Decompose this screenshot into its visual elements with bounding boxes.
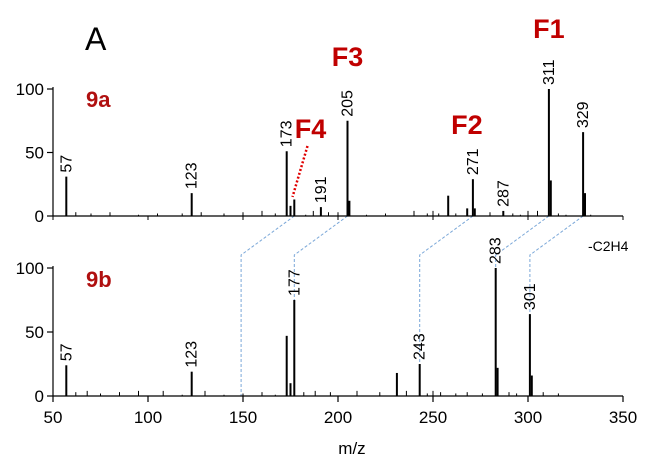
y-tick-label: 0 [35, 207, 44, 226]
y-tick-label: 100 [16, 80, 44, 99]
y-tick-label: 50 [25, 323, 44, 342]
x-axis-label: m/z [338, 439, 365, 458]
fragment-pointer [291, 145, 309, 198]
fragment-label-F3: F3 [332, 42, 364, 72]
peak-label-329: 329 [575, 101, 592, 128]
shift-link-205 [293, 215, 348, 396]
peak-label-191: 191 [313, 176, 330, 203]
panel-label: 9a [86, 87, 111, 112]
shift-link-311 [495, 215, 550, 396]
x-tick-label: 100 [134, 408, 162, 427]
peak-label-287: 287 [495, 180, 512, 207]
peak-label-57: 57 [58, 155, 75, 173]
y-tick-label: 0 [35, 387, 44, 406]
peak-label-311: 311 [541, 59, 558, 85]
peak-label-205: 205 [340, 90, 357, 117]
peak-label-243: 243 [412, 333, 429, 360]
x-tick-label: 350 [609, 408, 637, 427]
y-tick-label: 100 [16, 259, 44, 278]
peak-label-177: 177 [286, 269, 303, 296]
shift-link-271 [419, 215, 474, 396]
fragment-label-F4: F4 [295, 114, 327, 144]
x-tick-label: 250 [419, 408, 447, 427]
peak-label-123: 123 [184, 162, 201, 189]
peak-label-57: 57 [58, 343, 75, 361]
peak-label-301: 301 [522, 283, 539, 310]
x-tick-label: 200 [324, 408, 352, 427]
x-tick-label: 150 [229, 408, 257, 427]
peak-label-173: 173 [279, 120, 296, 147]
y-tick-label: 50 [25, 144, 44, 163]
figure-label: A [85, 21, 107, 57]
panel-label: 9b [86, 267, 112, 292]
shift-link-329 [529, 215, 584, 396]
shift-annotation: -C2H4 [588, 238, 629, 254]
x-tick-label: 300 [514, 408, 542, 427]
peak-label-283: 283 [488, 237, 505, 264]
x-tick-label: 50 [44, 408, 63, 427]
shift-link-177 [240, 215, 295, 396]
fragment-label-F1: F1 [533, 14, 565, 44]
peak-label-123: 123 [184, 341, 201, 368]
peak-label-271: 271 [465, 148, 482, 175]
fragment-label-F2: F2 [451, 110, 483, 140]
